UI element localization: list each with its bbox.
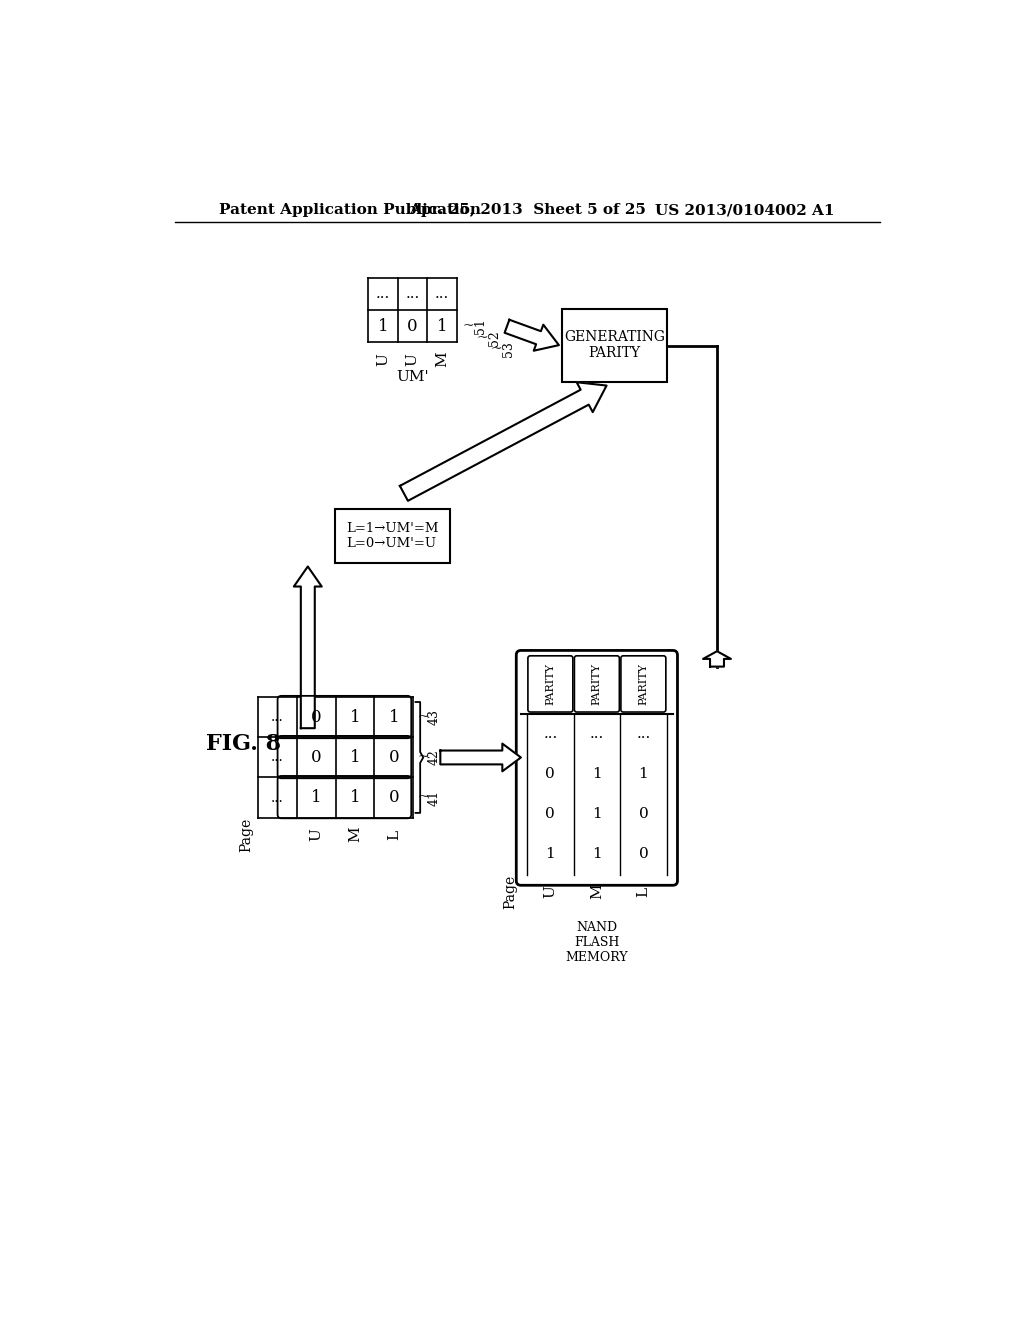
Text: 1: 1	[546, 847, 555, 862]
Text: U: U	[376, 352, 390, 366]
Text: 0: 0	[311, 709, 322, 726]
Text: 0: 0	[639, 808, 648, 821]
Text: 1: 1	[350, 709, 360, 726]
Text: ...: ...	[406, 286, 420, 301]
Text: 51: 51	[474, 318, 486, 334]
Text: PARITY: PARITY	[546, 663, 555, 705]
Text: U: U	[544, 884, 557, 898]
Text: ...: ...	[636, 727, 650, 742]
Text: 0: 0	[639, 847, 648, 862]
Text: 1: 1	[311, 789, 322, 807]
Text: 0: 0	[546, 808, 555, 821]
Text: ~: ~	[463, 319, 474, 333]
Polygon shape	[440, 743, 521, 771]
Text: ~: ~	[418, 710, 429, 725]
Text: 1: 1	[592, 808, 602, 821]
Text: L=1→UM'=M
L=0→UM'=U: L=1→UM'=M L=0→UM'=U	[346, 521, 438, 549]
Text: L: L	[636, 886, 650, 896]
Text: 0: 0	[388, 748, 399, 766]
FancyBboxPatch shape	[574, 656, 620, 711]
Text: GENERATING
PARITY: GENERATING PARITY	[564, 330, 665, 360]
FancyBboxPatch shape	[516, 651, 678, 886]
Polygon shape	[294, 566, 322, 729]
Text: ...: ...	[544, 727, 557, 742]
Text: 1: 1	[378, 318, 388, 335]
Text: ...: ...	[590, 727, 604, 742]
Text: ~: ~	[477, 331, 488, 345]
FancyBboxPatch shape	[621, 656, 666, 711]
Text: Patent Application Publication: Patent Application Publication	[219, 203, 481, 216]
Text: 1: 1	[388, 709, 399, 726]
Text: L: L	[387, 829, 400, 840]
Text: PARITY: PARITY	[592, 663, 602, 705]
Text: PARITY: PARITY	[638, 663, 648, 705]
Text: ~: ~	[418, 751, 429, 764]
Bar	[562, 309, 667, 381]
Text: ...: ...	[271, 791, 284, 804]
Polygon shape	[505, 319, 559, 351]
FancyBboxPatch shape	[528, 656, 572, 711]
Text: 52: 52	[487, 330, 501, 346]
Text: US 2013/0104002 A1: US 2013/0104002 A1	[655, 203, 835, 216]
Text: 0: 0	[388, 789, 399, 807]
Text: 0: 0	[408, 318, 418, 335]
Text: 1: 1	[592, 767, 602, 781]
Text: ...: ...	[376, 286, 390, 301]
Text: 1: 1	[639, 767, 648, 781]
Text: UM': UM'	[396, 370, 429, 384]
Text: ~: ~	[418, 791, 429, 804]
Text: 53: 53	[502, 342, 514, 358]
Text: 1: 1	[592, 847, 602, 862]
Text: ...: ...	[271, 710, 284, 725]
Text: M: M	[590, 883, 604, 899]
Text: FIG. 8: FIG. 8	[206, 733, 281, 755]
Text: 0: 0	[311, 748, 322, 766]
Text: 43: 43	[428, 709, 441, 726]
Text: ~: ~	[490, 342, 503, 356]
Text: Apr. 25, 2013  Sheet 5 of 25: Apr. 25, 2013 Sheet 5 of 25	[410, 203, 646, 216]
Text: Page: Page	[503, 874, 517, 908]
Text: 1: 1	[436, 318, 447, 335]
Text: ...: ...	[435, 286, 449, 301]
Text: 41: 41	[428, 789, 441, 805]
Text: 42: 42	[428, 750, 441, 766]
Text: U: U	[406, 352, 420, 366]
Text: M: M	[348, 826, 362, 842]
Text: NAND
FLASH
MEMORY: NAND FLASH MEMORY	[565, 921, 628, 964]
Bar	[335, 508, 450, 562]
Polygon shape	[703, 651, 731, 667]
Text: Page: Page	[240, 817, 254, 851]
Text: 1: 1	[350, 789, 360, 807]
Text: U: U	[309, 828, 324, 841]
Text: 1: 1	[350, 748, 360, 766]
Polygon shape	[400, 383, 606, 500]
Text: 0: 0	[546, 767, 555, 781]
Text: M: M	[435, 351, 449, 367]
Text: ...: ...	[271, 751, 284, 764]
